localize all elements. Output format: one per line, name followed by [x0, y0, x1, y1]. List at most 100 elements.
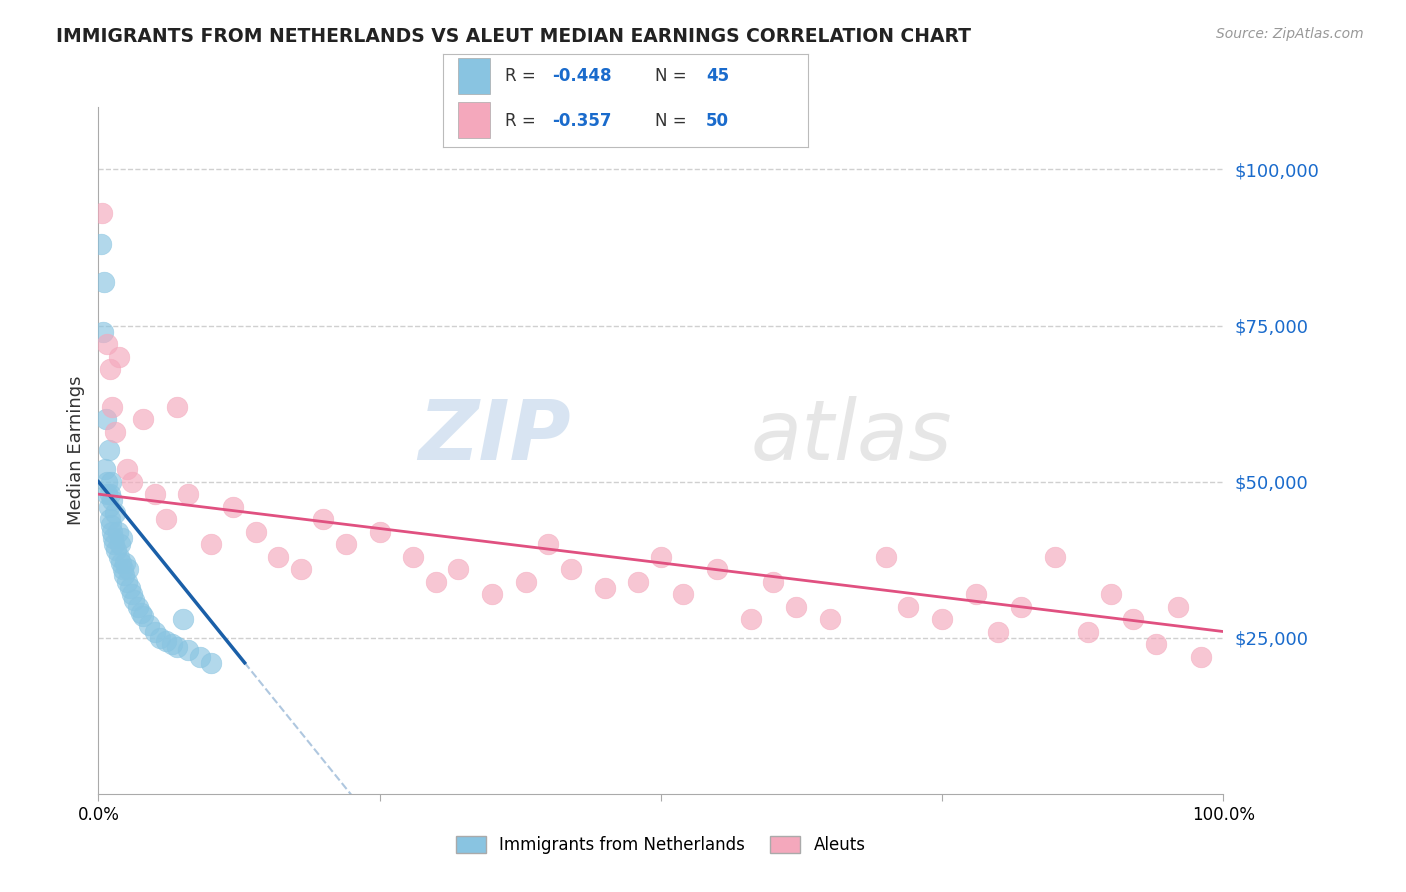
Point: [107, 524, 129, 539]
Point: [129, 606, 152, 620]
Text: -0.357: -0.357: [553, 112, 612, 130]
Point: [96, 337, 118, 351]
Point: [115, 462, 138, 476]
Point: [267, 549, 290, 564]
Point: [112, 562, 135, 576]
Point: [706, 562, 728, 576]
Point: [90, 206, 112, 220]
Point: [111, 531, 134, 545]
Point: [132, 608, 155, 623]
Point: [1122, 612, 1144, 626]
Point: [1189, 649, 1212, 664]
Point: [1167, 599, 1189, 614]
Point: [149, 631, 172, 645]
Point: [290, 562, 312, 576]
Point: [138, 618, 160, 632]
Point: [105, 543, 128, 558]
Point: [368, 524, 391, 539]
Point: [222, 500, 245, 514]
Point: [96, 487, 118, 501]
Point: [166, 400, 188, 414]
Point: [515, 574, 537, 589]
Point: [875, 549, 897, 564]
Point: [160, 637, 183, 651]
Point: [115, 574, 138, 589]
Point: [98, 512, 121, 526]
Point: [107, 549, 129, 564]
Text: IMMIGRANTS FROM NETHERLANDS VS ALEUT MEDIAN EARNINGS CORRELATION CHART: IMMIGRANTS FROM NETHERLANDS VS ALEUT MED…: [56, 27, 972, 45]
Point: [143, 487, 166, 501]
Point: [650, 549, 672, 564]
Point: [107, 350, 129, 364]
Point: [91, 325, 114, 339]
Point: [114, 556, 136, 570]
Point: [1077, 624, 1099, 639]
Point: [335, 537, 357, 551]
Point: [818, 612, 841, 626]
Point: [108, 537, 131, 551]
Point: [593, 581, 616, 595]
Point: [1099, 587, 1122, 601]
Point: [127, 599, 149, 614]
Point: [96, 412, 118, 426]
Point: [897, 599, 920, 614]
Point: [627, 574, 650, 589]
Point: [245, 524, 267, 539]
Point: [112, 568, 135, 582]
Text: atlas: atlas: [751, 396, 952, 477]
Point: [98, 487, 121, 501]
Point: [100, 518, 122, 533]
Point: [110, 556, 132, 570]
Text: R =: R =: [505, 112, 541, 130]
Point: [177, 643, 200, 657]
Point: [560, 562, 582, 576]
Point: [987, 624, 1010, 639]
Text: -0.448: -0.448: [553, 67, 612, 85]
Legend: Immigrants from Netherlands, Aleuts: Immigrants from Netherlands, Aleuts: [450, 830, 872, 861]
Point: [155, 633, 177, 648]
Point: [1043, 549, 1066, 564]
Point: [188, 649, 211, 664]
Point: [121, 475, 143, 489]
Point: [481, 587, 503, 601]
Point: [104, 506, 127, 520]
Point: [931, 612, 953, 626]
Point: [762, 574, 785, 589]
Point: [96, 475, 118, 489]
Point: [118, 581, 141, 595]
Text: N =: N =: [655, 67, 692, 85]
Point: [200, 537, 222, 551]
Point: [537, 537, 560, 551]
Point: [312, 512, 335, 526]
Point: [101, 493, 124, 508]
Point: [101, 531, 124, 545]
Point: [740, 612, 762, 626]
Point: [132, 412, 155, 426]
Text: ZIP: ZIP: [418, 396, 571, 477]
Bar: [457, 103, 491, 138]
Point: [672, 587, 695, 601]
Point: [785, 599, 807, 614]
Point: [200, 656, 222, 670]
Point: [177, 487, 200, 501]
Point: [104, 425, 127, 439]
Point: [90, 237, 112, 252]
Point: [172, 612, 194, 626]
Bar: [457, 58, 491, 94]
Point: [1010, 599, 1032, 614]
Point: [965, 587, 987, 601]
Point: [124, 593, 146, 607]
Point: [402, 549, 425, 564]
Point: [94, 462, 117, 476]
Point: [101, 524, 124, 539]
Point: [101, 400, 124, 414]
Point: [1144, 637, 1167, 651]
Text: Source: ZipAtlas.com: Source: ZipAtlas.com: [1216, 27, 1364, 41]
Point: [121, 587, 143, 601]
Text: R =: R =: [505, 67, 541, 85]
Point: [166, 640, 188, 655]
Text: 45: 45: [706, 67, 730, 85]
Text: N =: N =: [655, 112, 692, 130]
Point: [93, 275, 115, 289]
Point: [97, 443, 120, 458]
